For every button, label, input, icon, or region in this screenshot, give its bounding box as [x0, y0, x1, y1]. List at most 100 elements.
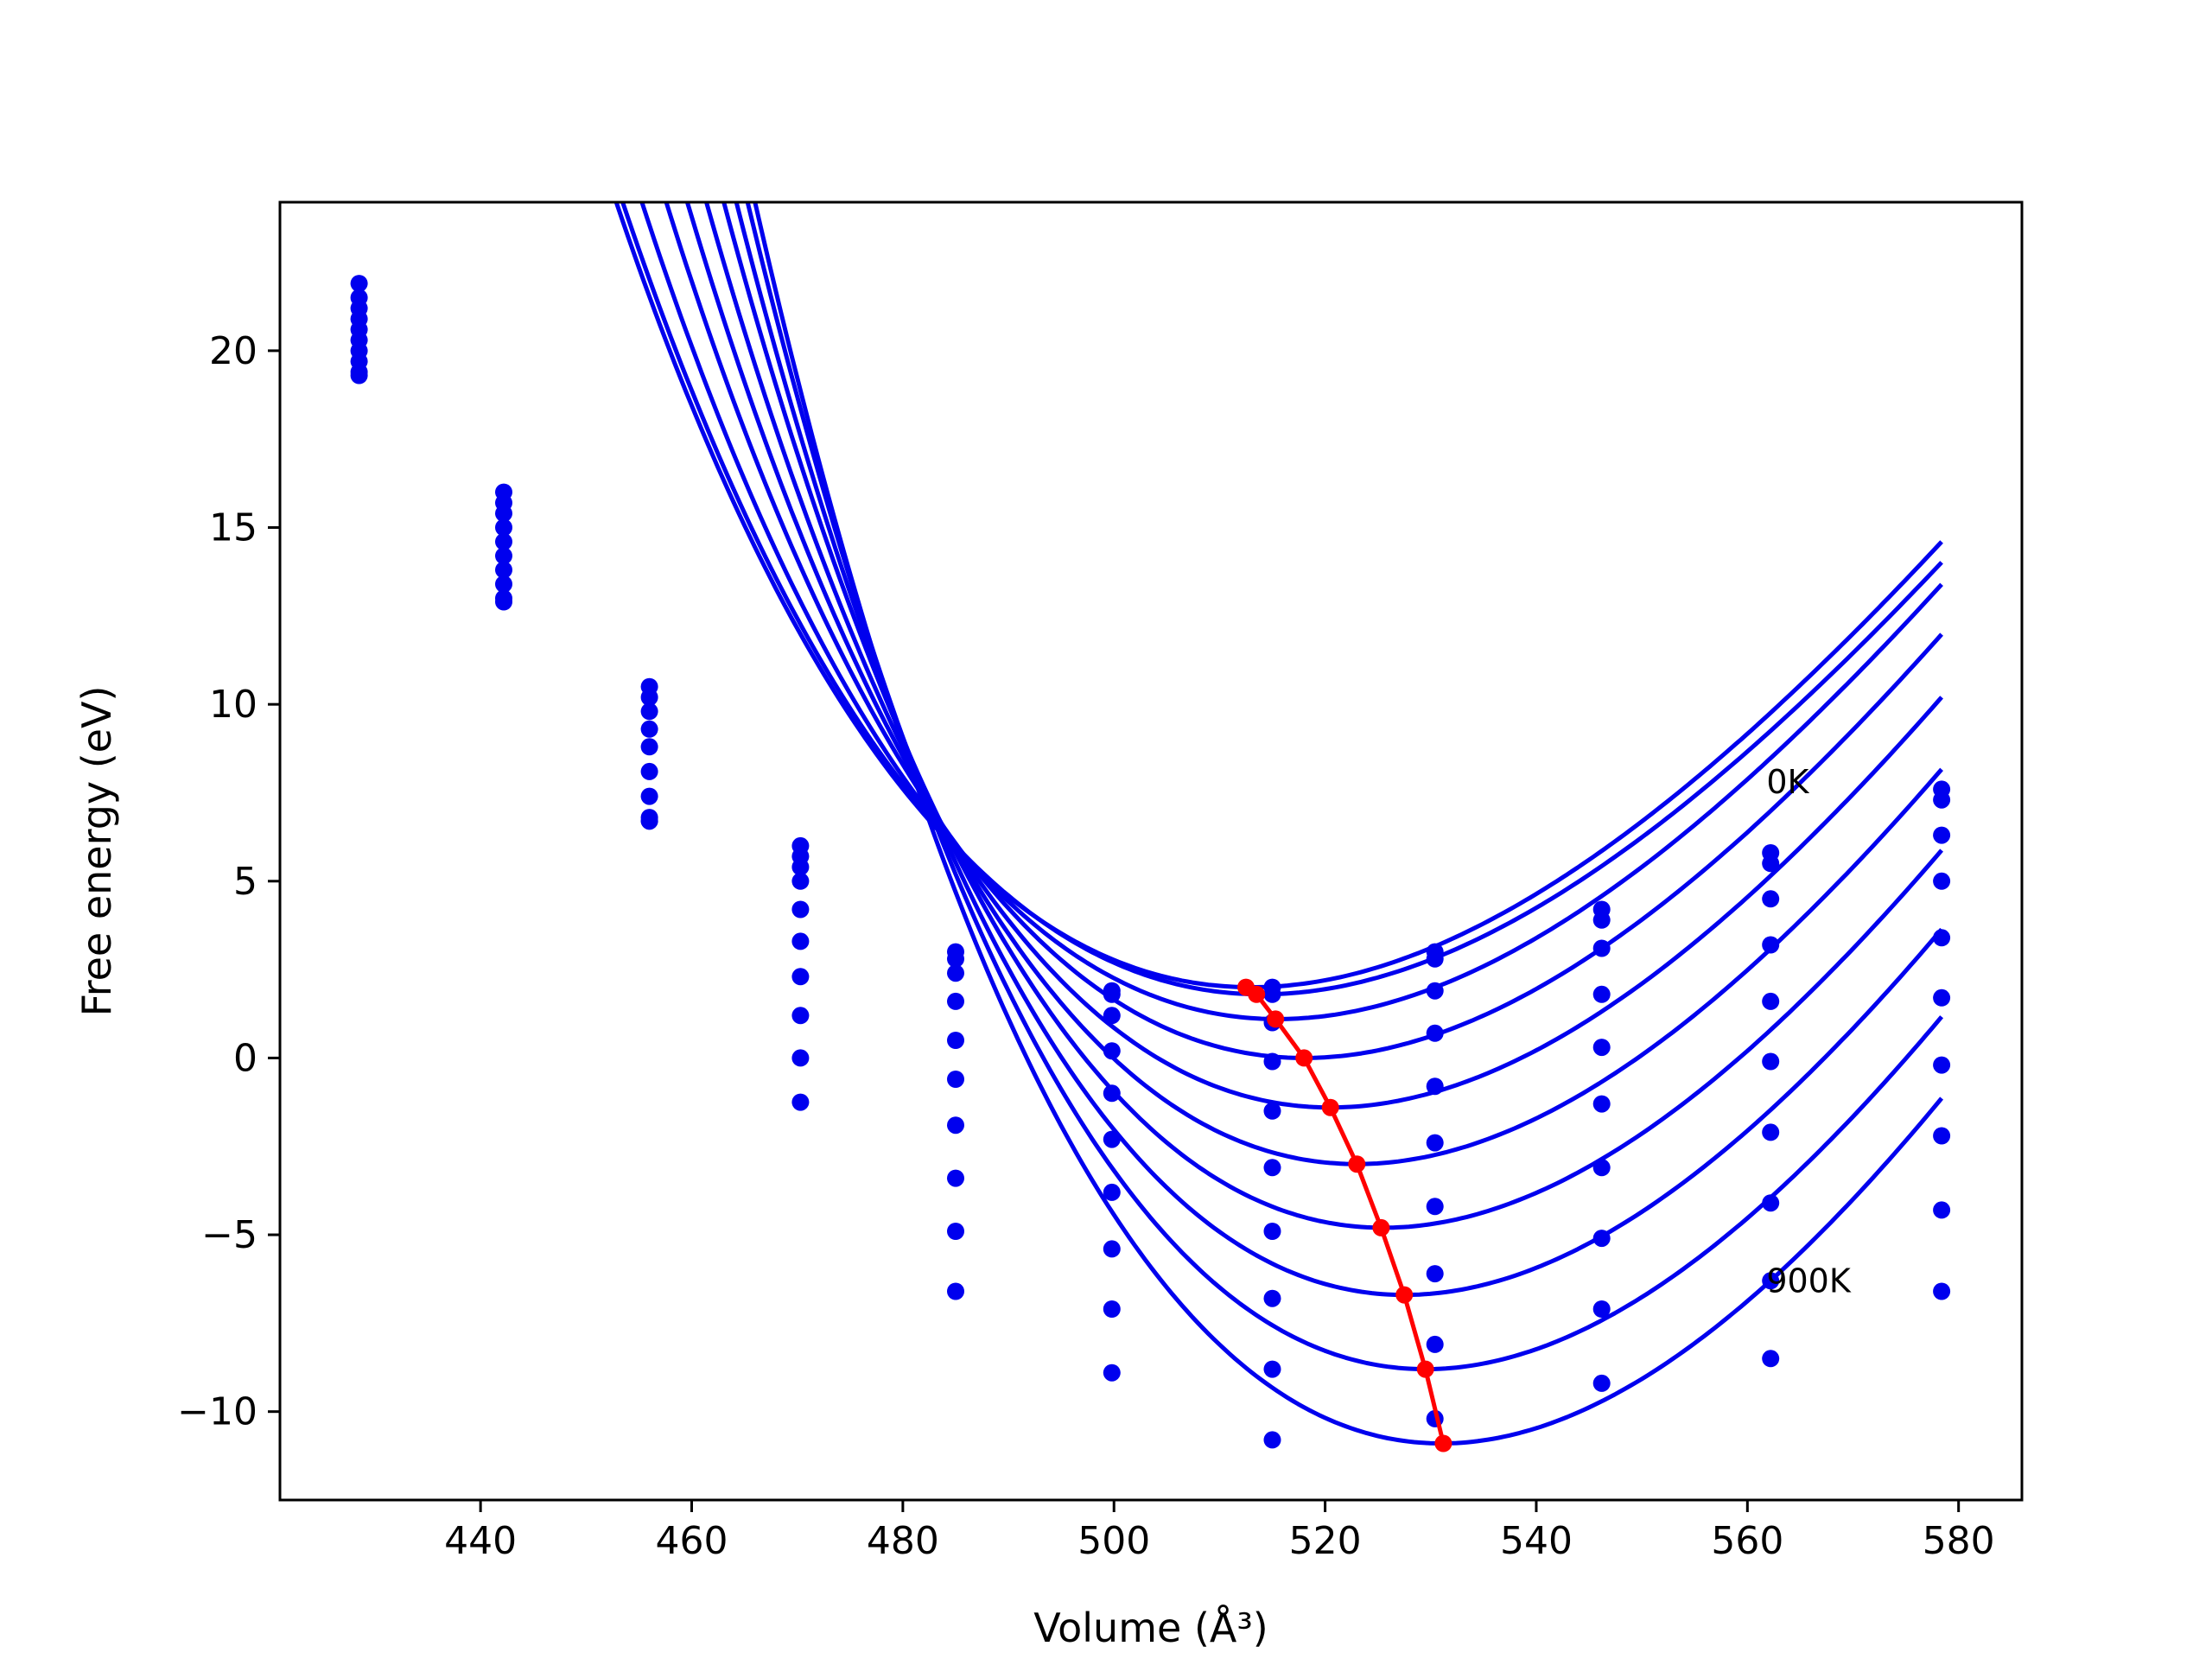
minima-point — [1295, 1049, 1313, 1067]
data-point — [947, 1071, 964, 1088]
data-point — [1426, 1077, 1444, 1096]
data-point — [1933, 826, 1951, 844]
data-point — [1426, 1335, 1444, 1353]
x-tick-label: 540 — [1500, 1519, 1573, 1563]
fit-curve-6 — [703, 202, 1943, 1166]
minima-point — [1321, 1098, 1339, 1116]
data-point — [947, 1116, 964, 1135]
x-tick-label: 520 — [1289, 1519, 1362, 1563]
minima-point — [1395, 1286, 1414, 1304]
data-point — [640, 762, 658, 780]
data-point — [495, 575, 512, 593]
data-point — [495, 505, 512, 523]
axes-frame — [278, 200, 2024, 1502]
annotation-label: 900K — [1766, 1262, 1852, 1300]
data-point — [1426, 1265, 1444, 1283]
data-point — [1592, 985, 1611, 1003]
data-point — [350, 366, 368, 385]
data-point — [1933, 1056, 1951, 1074]
y-tick-label: 5 — [233, 860, 257, 904]
data-point — [1592, 1159, 1611, 1177]
data-point — [1933, 929, 1951, 947]
data-point — [1933, 1282, 1951, 1300]
data-point — [640, 738, 658, 756]
data-point — [1933, 791, 1951, 809]
data-point — [791, 1049, 810, 1067]
y-tick-label: 20 — [209, 329, 257, 373]
data-point — [1103, 1240, 1121, 1258]
y-tick-label: 10 — [209, 683, 257, 727]
data-point — [1103, 1084, 1121, 1103]
minima-point — [1416, 1360, 1434, 1378]
fit-curve-7 — [721, 202, 1943, 1230]
x-axis: 440 460 480 500 520 540 560 580 — [444, 1500, 1995, 1563]
data-point — [1426, 1134, 1444, 1152]
data-point — [1263, 1223, 1281, 1240]
y-axis: −10 −5 0 5 10 15 20 — [177, 329, 280, 1434]
minima-point — [1248, 985, 1266, 1003]
data-point — [947, 964, 964, 982]
data-point — [791, 872, 810, 890]
y-tick-label: 15 — [209, 506, 257, 550]
data-point — [1263, 1360, 1281, 1378]
data-point — [1762, 936, 1780, 954]
data-point — [1103, 1183, 1121, 1201]
data-point — [1762, 1272, 1780, 1290]
data-point — [1263, 1289, 1281, 1307]
data-point — [350, 275, 368, 293]
data-point — [791, 1093, 810, 1111]
data-point — [1263, 1159, 1281, 1177]
data-point — [640, 689, 658, 706]
data-point — [1762, 1194, 1780, 1212]
data-point — [495, 532, 512, 550]
data-point — [495, 518, 512, 537]
data-point — [1103, 1007, 1121, 1025]
x-tick-label: 440 — [444, 1519, 517, 1563]
x-tick-label: 460 — [656, 1519, 728, 1563]
data-point — [1592, 1095, 1611, 1113]
y-tick-label: −10 — [177, 1390, 257, 1434]
data-point — [1263, 1052, 1281, 1071]
data-point — [1933, 1127, 1951, 1145]
data-point — [791, 968, 810, 986]
data-point — [640, 720, 658, 738]
fit-curve-9 — [745, 202, 1944, 1372]
data-point — [1103, 985, 1121, 1003]
minima-point — [1372, 1218, 1390, 1236]
data-point — [1933, 1201, 1951, 1219]
data-point — [640, 702, 658, 721]
data-point — [791, 900, 810, 918]
minima-line — [1244, 985, 1446, 1445]
data-point — [1263, 1431, 1281, 1449]
fit-curve-3 — [639, 202, 1943, 1021]
data-point — [1762, 890, 1780, 908]
fit-curve-5 — [684, 202, 1943, 1110]
x-tick-label: 580 — [1923, 1519, 1995, 1563]
data-point — [947, 1032, 964, 1049]
minima-point — [1434, 1434, 1452, 1452]
data-point — [947, 1223, 964, 1240]
data-point — [1762, 855, 1780, 873]
data-point — [1103, 1130, 1121, 1148]
data-point — [947, 1282, 964, 1300]
data-point — [791, 1007, 810, 1025]
data-point — [1592, 1300, 1611, 1318]
data-point — [640, 787, 658, 805]
fit-curve-10 — [753, 202, 1944, 1446]
minima-point — [1348, 1155, 1366, 1173]
minima-point — [1267, 1010, 1285, 1028]
data-point — [495, 547, 512, 565]
fit-curve-4 — [664, 202, 1943, 1060]
data-point — [1263, 985, 1281, 1003]
fit-curve-1 — [613, 202, 1943, 990]
data-point — [791, 858, 810, 876]
data-point — [495, 593, 512, 611]
data-point — [1592, 1374, 1611, 1392]
data-point — [1762, 1052, 1780, 1071]
data-point — [1426, 982, 1444, 1000]
data-point — [1426, 1198, 1444, 1216]
data-point — [640, 812, 658, 830]
fit-curve-8 — [734, 202, 1943, 1298]
